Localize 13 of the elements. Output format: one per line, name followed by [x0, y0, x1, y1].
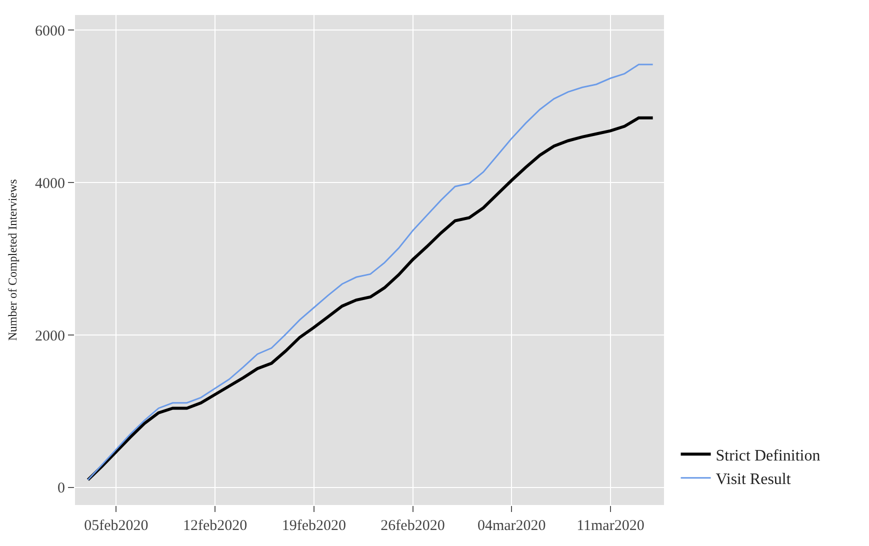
- x-tick-label: 19feb2020: [282, 518, 346, 534]
- y-tick-label: 4000: [35, 176, 65, 192]
- y-tick-label: 2000: [35, 328, 65, 344]
- x-tick-label: 05feb2020: [84, 518, 148, 534]
- y-tick-label: 6000: [35, 23, 65, 40]
- x-tick-label: 11mar2020: [576, 518, 644, 534]
- x-tick-label: 12feb2020: [182, 518, 248, 534]
- x-tick-label: 04mar2020: [477, 518, 546, 534]
- x-tick-label: 26feb2020: [380, 518, 445, 534]
- y-axis-title: Number of Completed Interviews: [5, 178, 20, 341]
- y-tick-label: 0: [58, 480, 65, 497]
- legend-label: Strict Definition: [716, 447, 820, 464]
- legend-label: Visit Result: [716, 471, 792, 488]
